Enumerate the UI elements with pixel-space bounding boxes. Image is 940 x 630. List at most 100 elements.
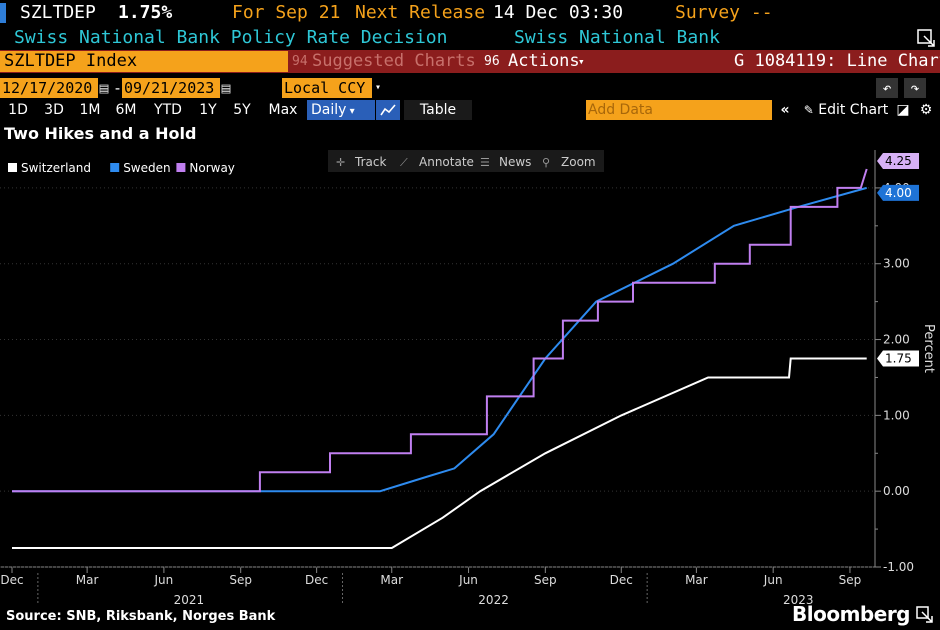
security-header: SZLTDEP 1.75% For Sep 21 Next Release 14…	[0, 0, 940, 26]
undo-icon[interactable]: ↶	[876, 78, 898, 98]
y-axis-label: Percent	[921, 324, 936, 373]
x-tick-label: Jun	[458, 573, 478, 587]
chart-source: Source: SNB, Riksbank, Norges Bank	[6, 609, 276, 624]
actions-button[interactable]: Actions	[508, 51, 580, 71]
legend-swatch-sweden	[110, 163, 120, 172]
end-calendar-icon[interactable]: ▤	[221, 79, 231, 97]
period-5y[interactable]: 5Y	[233, 102, 251, 118]
x-tick-label: Dec	[305, 573, 328, 587]
last-value-tag-bg	[877, 152, 919, 169]
legend-label-sweden[interactable]: Sweden	[123, 161, 170, 175]
tool-news-icon[interactable]: ☰	[480, 156, 490, 169]
start-calendar-icon[interactable]: ▤	[99, 79, 109, 97]
last-value-label: 4.25	[885, 154, 912, 168]
y-tick-label: 1.00	[883, 408, 910, 422]
for-date: For Sep 21	[232, 2, 341, 23]
ticker-symbol[interactable]: SZLTDEP	[0, 3, 110, 23]
security-field[interactable]: SZLTDEP Index	[0, 51, 288, 72]
currency-caret-icon[interactable]: ▾	[374, 82, 382, 93]
line-chart[interactable]: Dec Mar Jun Sep Dec Mar Jun Sep Dec Mar Jun Sep 2021…	[0, 145, 940, 605]
x-tick-label: Dec	[610, 573, 633, 587]
period-1m[interactable]: 1M	[79, 102, 101, 118]
legend-swatch-norway	[176, 163, 186, 172]
collapse-icon[interactable]: «	[780, 102, 790, 118]
chart-style-icon[interactable]: ◪	[896, 102, 910, 118]
x-tick-label: Mar	[380, 573, 403, 587]
y-tick-label: 2.00	[883, 333, 910, 347]
period-toolbar: 1D 3D 1M 6M YTD 1Y 5Y Max Daily ▾ Table …	[0, 100, 940, 120]
x-tick-label: Sep	[534, 573, 557, 587]
tool-track-icon[interactable]: ✛	[336, 156, 345, 169]
x-year-label: 2021	[174, 593, 205, 605]
tool-annotate-label[interactable]: Annotate	[419, 155, 474, 169]
period-max[interactable]: Max	[268, 102, 298, 118]
legend-swatch-switzerland	[8, 163, 17, 172]
x-tick-label: Sep	[839, 573, 862, 587]
last-value-label: 1.75	[885, 352, 912, 366]
x-tick-label: Sep	[229, 573, 252, 587]
last-value-label: 4.00	[885, 186, 912, 200]
edit-chart-icon: ✎	[803, 103, 814, 117]
source-name: Swiss National Bank	[514, 27, 720, 48]
period-3d[interactable]: 3D	[44, 102, 64, 118]
line-chart-icon[interactable]	[376, 100, 400, 120]
start-date-field[interactable]: 12/17/2020	[0, 78, 98, 98]
description: Swiss National Bank Policy Rate Decision	[14, 27, 448, 48]
x-tick-label: Dec	[0, 573, 23, 587]
chart-tools-bar	[328, 150, 604, 172]
x-tick-label: Mar	[685, 573, 708, 587]
last-value-tag-norway: 4.25	[877, 152, 919, 169]
legend-label-switzerland[interactable]: Switzerland	[21, 161, 91, 175]
tool-annotate-icon[interactable]: ⟋	[400, 156, 408, 169]
survey-label: Survey --	[675, 2, 773, 23]
frequency-select[interactable]: Daily ▾	[307, 100, 375, 120]
legend-label-norway[interactable]: Norway	[189, 161, 235, 175]
bloomberg-logo-icon	[916, 606, 934, 624]
x-tick-label: Mar	[76, 573, 99, 587]
suggested-num: 94	[292, 54, 308, 69]
suggested-charts-button[interactable]: Suggested Charts	[312, 51, 476, 71]
edit-chart-button[interactable]: ✎ Edit Chart	[800, 100, 892, 120]
y-tick-label: 3.00	[883, 257, 910, 271]
period-1y[interactable]: 1Y	[199, 102, 217, 118]
settings-icon[interactable]: ⚙	[919, 102, 933, 118]
date-separator: -	[113, 79, 123, 97]
y-tick-label: -1.00	[883, 560, 914, 574]
tool-zoom-label[interactable]: Zoom	[561, 155, 596, 169]
chart-id: G 1084119: Line Chart	[734, 51, 940, 71]
end-date-field[interactable]: 09/21/2023	[122, 78, 220, 98]
description-row: Swiss National Bank Policy Rate Decision…	[0, 26, 940, 50]
period-1d[interactable]: 1D	[8, 102, 28, 118]
last-value-tag-bg	[877, 350, 919, 367]
table-button[interactable]: Table	[404, 100, 472, 120]
x-year-label: 2022	[478, 593, 509, 605]
x-year-label: 2023	[783, 593, 814, 605]
frequency-caret-icon: ▾	[346, 106, 355, 117]
last-value: 1.75%	[118, 2, 173, 23]
popout-icon[interactable]	[916, 28, 936, 55]
next-release-label: Next Release	[355, 2, 486, 23]
x-tick-label: Jun	[154, 573, 174, 587]
date-range-row: 12/17/2020 ▤ - 09/21/2023 ▤ Local CCY ▾ …	[0, 78, 940, 98]
next-release-date: 14 Dec 03:30	[493, 2, 624, 23]
series-line-switzerland[interactable]	[12, 357, 867, 549]
last-value-tag-bg	[877, 184, 919, 201]
add-data-input[interactable]: Add Data	[586, 100, 772, 120]
tool-track-label[interactable]: Track	[354, 155, 386, 169]
y-tick-label: 0.00	[883, 484, 910, 498]
chart-title: Two Hikes and a Hold	[4, 124, 197, 143]
currency-select[interactable]: Local CCY	[282, 78, 372, 98]
command-bar: SZLTDEP Index 94 Suggested Charts 96 Act…	[0, 50, 940, 73]
redo-icon[interactable]: ↷	[904, 78, 926, 98]
period-6m[interactable]: 6M	[115, 102, 137, 118]
tool-zoom-icon[interactable]: ⚲	[542, 156, 550, 169]
actions-num: 96	[484, 54, 500, 69]
series-line-norway[interactable]	[12, 168, 868, 493]
bloomberg-logo: Bloomberg	[792, 602, 910, 626]
actions-caret-icon: ▾	[578, 55, 585, 68]
period-ytd[interactable]: YTD	[154, 102, 182, 118]
last-value-tag-sweden: 4.00	[877, 184, 919, 201]
x-tick-label: Jun	[763, 573, 783, 587]
tool-news-label[interactable]: News	[499, 155, 531, 169]
edit-chart-label: Edit Chart	[818, 102, 889, 118]
